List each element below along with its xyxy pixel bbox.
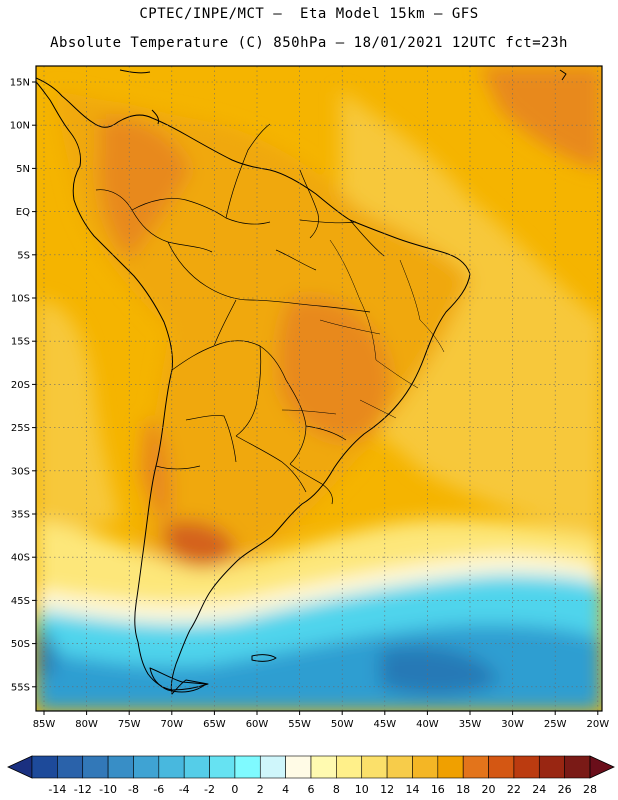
colorbar-label: 8 — [333, 783, 340, 796]
colorbar-swatch — [386, 755, 413, 779]
colorbar-label: -4 — [179, 783, 190, 796]
colorbar-swatch — [336, 755, 363, 779]
lon-label: 25W — [544, 719, 567, 730]
colorbar-swatch — [310, 755, 337, 779]
colorbar-swatch — [82, 755, 109, 779]
axis-ticks — [32, 81, 599, 715]
colorbar-label: 14 — [405, 783, 419, 796]
lat-label: 15N — [10, 78, 30, 89]
lat-label: 5S — [17, 250, 30, 261]
colorbar-swatch — [209, 755, 236, 779]
colorbar-swatch — [31, 755, 58, 779]
lon-label: 35W — [459, 719, 482, 730]
map-frame — [35, 65, 603, 712]
colorbar: -14 -12 -10 -8 -6 -4 -2 0 2 4 6 8 10 12 14 16 18 20 22 24 26… — [7, 755, 615, 796]
colorbar-label: -10 — [99, 783, 117, 796]
lon-label: 55W — [288, 719, 311, 730]
lat-label: 25S — [11, 423, 30, 434]
colorbar-label: -8 — [128, 783, 139, 796]
colorbar-left-cap — [7, 755, 33, 779]
colorbar-label: 24 — [532, 783, 546, 796]
lat-label: 40S — [11, 553, 30, 564]
lon-label: 85W — [33, 719, 56, 730]
colorbar-label: 28 — [583, 783, 597, 796]
state-borders — [281, 239, 445, 419]
colorbar-label: -2 — [204, 783, 215, 796]
colorbar-label: 6 — [308, 783, 315, 796]
colorbar-swatch — [285, 755, 312, 779]
lon-label: 50W — [331, 719, 354, 730]
colorbar-swatch — [538, 755, 565, 779]
temperature-field — [36, 66, 602, 711]
colorbar-swatch — [183, 755, 210, 779]
lon-label: 40W — [416, 719, 439, 730]
colorbar-swatch — [259, 755, 286, 779]
colorbar-label: 0 — [231, 783, 238, 796]
lon-label: 20W — [586, 719, 609, 730]
colorbar-swatch — [57, 755, 84, 779]
lat-label: 20S — [11, 380, 30, 391]
colorbar-swatch — [361, 755, 388, 779]
colorbar-label: -6 — [153, 783, 164, 796]
colorbar-label: 20 — [482, 783, 496, 796]
lat-label: 30S — [11, 466, 30, 477]
lon-label: 60W — [246, 719, 269, 730]
lon-label: 80W — [75, 719, 98, 730]
lon-label: 45W — [373, 719, 396, 730]
colorbar-swatch — [107, 755, 134, 779]
colorbar-swatch — [564, 755, 591, 779]
colorbar-label: 10 — [355, 783, 369, 796]
lat-label: EQ — [16, 207, 30, 218]
colorbar-label: 26 — [558, 783, 572, 796]
colorbar-right-cap — [589, 755, 615, 779]
colorbar-swatch — [133, 755, 160, 779]
lon-label: 70W — [160, 719, 183, 730]
colorbar-swatch — [158, 755, 185, 779]
lat-label: 45S — [11, 596, 30, 607]
lat-label: 10S — [11, 294, 30, 305]
lon-label: 75W — [118, 719, 141, 730]
colorbar-label: -14 — [48, 783, 66, 796]
colorbar-swatch — [462, 755, 489, 779]
colorbar-label: 2 — [257, 783, 264, 796]
lat-label: 35S — [11, 510, 30, 521]
lat-label: 55S — [11, 682, 30, 693]
coastline — [36, 69, 567, 695]
longitude-labels: 85W 80W 75W 70W 65W 60W 55W 50W 45W 40W 35W 30W 25W 2… — [33, 719, 610, 730]
colorbar-label: -12 — [74, 783, 92, 796]
colorbar-label: 18 — [456, 783, 470, 796]
lon-label: 65W — [203, 719, 226, 730]
lat-label: 5N — [16, 164, 30, 175]
colorbar-label: 16 — [431, 783, 445, 796]
lat-label: 10N — [10, 121, 30, 132]
colorbar-swatch — [234, 755, 261, 779]
colorbar-swatch — [412, 755, 439, 779]
colorbar-swatch — [513, 755, 540, 779]
colorbar-label: 4 — [282, 783, 289, 796]
lat-label: 50S — [11, 639, 30, 650]
colorbar-swatch — [437, 755, 464, 779]
country-borders — [95, 123, 385, 505]
colorbar-swatch — [488, 755, 515, 779]
title-line-2: Absolute Temperature (C) 850hPa – 18/01/… — [50, 35, 568, 51]
title-line-1: CPTEC/INPE/MCT – Eta Model 15km – GFS — [139, 6, 479, 22]
lat-label: 15S — [11, 337, 30, 348]
latitude-labels: 15N 10N 5N EQ 5S 10S 15S 20S 25S 30S 35S 40S 45S 50S 5… — [10, 78, 30, 694]
colorbar-label: 12 — [380, 783, 394, 796]
colorbar-label: 22 — [507, 783, 521, 796]
lon-label: 30W — [501, 719, 524, 730]
